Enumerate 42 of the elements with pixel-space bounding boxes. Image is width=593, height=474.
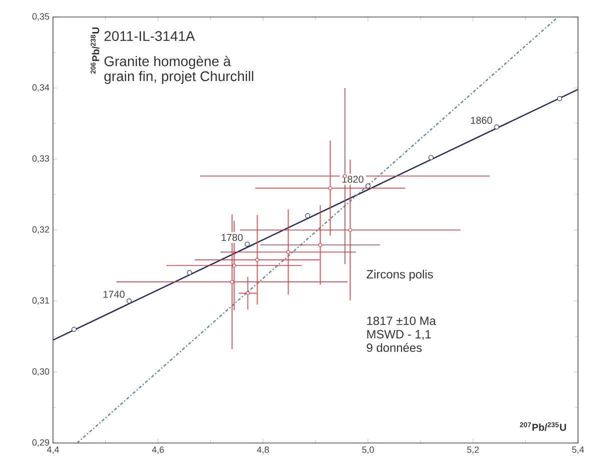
x-tick-label: 4,4	[46, 446, 59, 454]
annotation: 1740	[104, 290, 125, 298]
point	[72, 326, 76, 332]
point	[255, 258, 260, 262]
y-tick-label: 0,32	[32, 226, 50, 234]
y-tick-label: 0,29	[32, 439, 50, 447]
y-tick-label: 0,33	[32, 155, 50, 163]
point	[230, 280, 234, 284]
point	[328, 186, 332, 190]
x-tick-label: 5,2	[467, 446, 479, 454]
text: Granite homogène à grain fin, projet Churchill	[104, 56, 254, 84]
annotation: 1817 ±10 Ma	[367, 316, 436, 326]
point	[557, 96, 562, 102]
point	[187, 270, 192, 276]
annotation: Zircons polis	[366, 270, 433, 281]
point	[428, 155, 434, 160]
annotation: 1820	[342, 176, 364, 183]
y-tick-label: 0,35	[32, 13, 50, 21]
y-tick-label: 0,34	[32, 84, 50, 92]
point	[244, 242, 250, 247]
annotation: 1860	[471, 116, 492, 124]
point	[318, 243, 322, 247]
x-tick-label: 4,8	[256, 446, 269, 454]
point	[348, 228, 352, 232]
point	[126, 298, 132, 304]
point	[246, 291, 250, 296]
y-axis-title: $^{206}$Pb/$^{238}$U	[90, 27, 100, 74]
x-tick-label: 5,0	[362, 446, 374, 454]
point	[232, 264, 236, 268]
point	[286, 250, 290, 254]
y-tick-label: 0,31	[32, 297, 50, 305]
x-tick-label: 4,6	[152, 446, 164, 454]
text: 2011-IL-3141A	[104, 31, 195, 42]
annotation: MSWD - 1,1	[367, 330, 431, 340]
point	[494, 124, 500, 130]
annotation: 1780	[222, 234, 243, 241]
x-tick-label: 5,4	[572, 446, 584, 454]
annotation: 9 données	[366, 343, 422, 352]
y-tick-label: 0,30	[32, 368, 50, 376]
point	[366, 183, 370, 188]
point	[305, 213, 310, 218]
x-axis-title: $^{207}$Pb/$^{235}$U	[520, 422, 566, 431]
